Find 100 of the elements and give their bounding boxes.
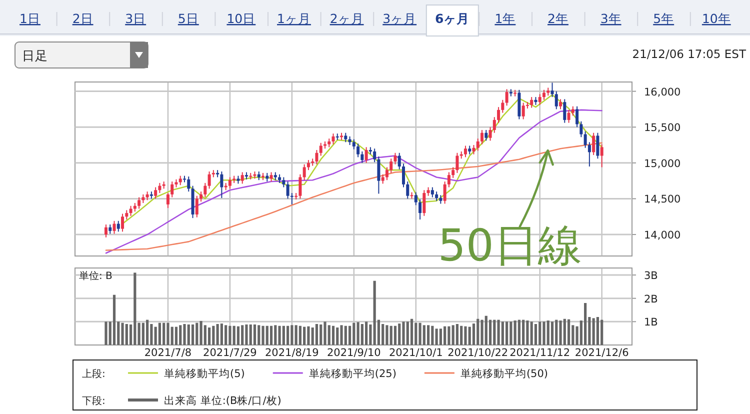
bar [282, 326, 285, 345]
bar [328, 325, 330, 345]
candlestick [170, 181, 174, 198]
candlestick [571, 106, 574, 116]
candlestick [116, 220, 120, 232]
bar [344, 326, 347, 345]
bar [435, 328, 438, 345]
candlestick [596, 132, 600, 160]
bar [555, 320, 558, 345]
candlestick [390, 158, 393, 174]
candlestick [464, 145, 467, 158]
text: 2ヶ月 [330, 11, 364, 26]
bar [460, 326, 463, 345]
y-tick-label: 3B [644, 270, 658, 282]
y-tick-label: 1B [644, 316, 658, 329]
legend-title: 下段: [82, 395, 106, 407]
candlestick [501, 99, 504, 114]
bar [340, 325, 343, 345]
bar [526, 320, 529, 345]
bar [142, 322, 144, 345]
bar [356, 322, 360, 345]
candlestick [360, 150, 364, 164]
bar [456, 324, 459, 345]
candlestick [414, 192, 418, 206]
bar [174, 326, 178, 345]
candlestick [418, 198, 422, 220]
candlestick [364, 146, 368, 164]
candlestick [121, 213, 124, 232]
legend-title: 上段: [82, 368, 106, 380]
candlestick [406, 181, 410, 200]
candlestick [112, 220, 116, 234]
candlestick [522, 102, 525, 120]
bar [414, 322, 418, 345]
bar [534, 324, 538, 345]
bar [497, 320, 500, 345]
y-tick-label: 2B [644, 293, 658, 306]
bar [352, 322, 356, 345]
text: 3日 [125, 11, 146, 26]
legend-label: 出来高 単位:(B株/口/枚) [164, 394, 282, 407]
bar [365, 322, 368, 345]
bar [158, 322, 162, 345]
candlestick [476, 138, 480, 152]
bar [559, 320, 562, 345]
bar [294, 325, 298, 345]
candlestick [306, 160, 310, 171]
x-tick-label: 2021/11/12 [510, 347, 570, 359]
candlestick [129, 205, 132, 216]
candlestick [456, 152, 459, 174]
text: 2日 [72, 11, 94, 26]
bar [542, 322, 546, 345]
bar [311, 328, 314, 345]
candlestick [352, 138, 356, 150]
x-tick-label: 2021/7/29 [203, 347, 257, 359]
bar [303, 326, 306, 345]
bar [270, 326, 273, 345]
bar [480, 320, 484, 345]
x-tick-label: 2021/7/8 [144, 347, 192, 359]
bar [166, 322, 170, 345]
text: 21/12/06 17:05 EST [632, 47, 747, 61]
bar [179, 325, 182, 345]
bar [200, 320, 202, 345]
y-tick-label: 14,000 [644, 230, 681, 242]
candlestick [530, 96, 534, 108]
annotation: 50日線 [438, 220, 582, 272]
bar [170, 326, 174, 345]
y-tick-label: 16,000 [644, 86, 681, 98]
legend-label: 単純移動平均(25) [308, 368, 396, 380]
candlestick [373, 148, 376, 163]
bar [212, 326, 215, 345]
bar [484, 316, 488, 345]
candlestick [430, 186, 434, 198]
text: 1年 [494, 11, 516, 26]
bar [112, 294, 116, 345]
bar [506, 322, 508, 345]
candlestick [298, 174, 302, 200]
bar [476, 318, 480, 345]
bar [187, 324, 190, 345]
candlestick [559, 98, 562, 110]
bar [262, 326, 264, 345]
candlestick [567, 109, 570, 124]
bar [336, 328, 339, 345]
bar [510, 322, 512, 345]
candlestick [422, 190, 426, 216]
bar [439, 328, 442, 345]
text: 10年 [702, 11, 731, 26]
bar [360, 324, 364, 345]
candlestick [178, 175, 182, 186]
candlestick [542, 89, 546, 100]
candlestick [286, 181, 290, 200]
bar [563, 318, 566, 345]
bar [493, 320, 496, 345]
candlestick [554, 90, 558, 110]
bar [426, 325, 430, 345]
bar [584, 303, 587, 345]
candlestick [138, 196, 141, 210]
bar [232, 326, 236, 345]
candlestick [563, 98, 566, 124]
text: 3年 [600, 11, 622, 26]
bar [298, 326, 302, 345]
bar [236, 326, 240, 345]
